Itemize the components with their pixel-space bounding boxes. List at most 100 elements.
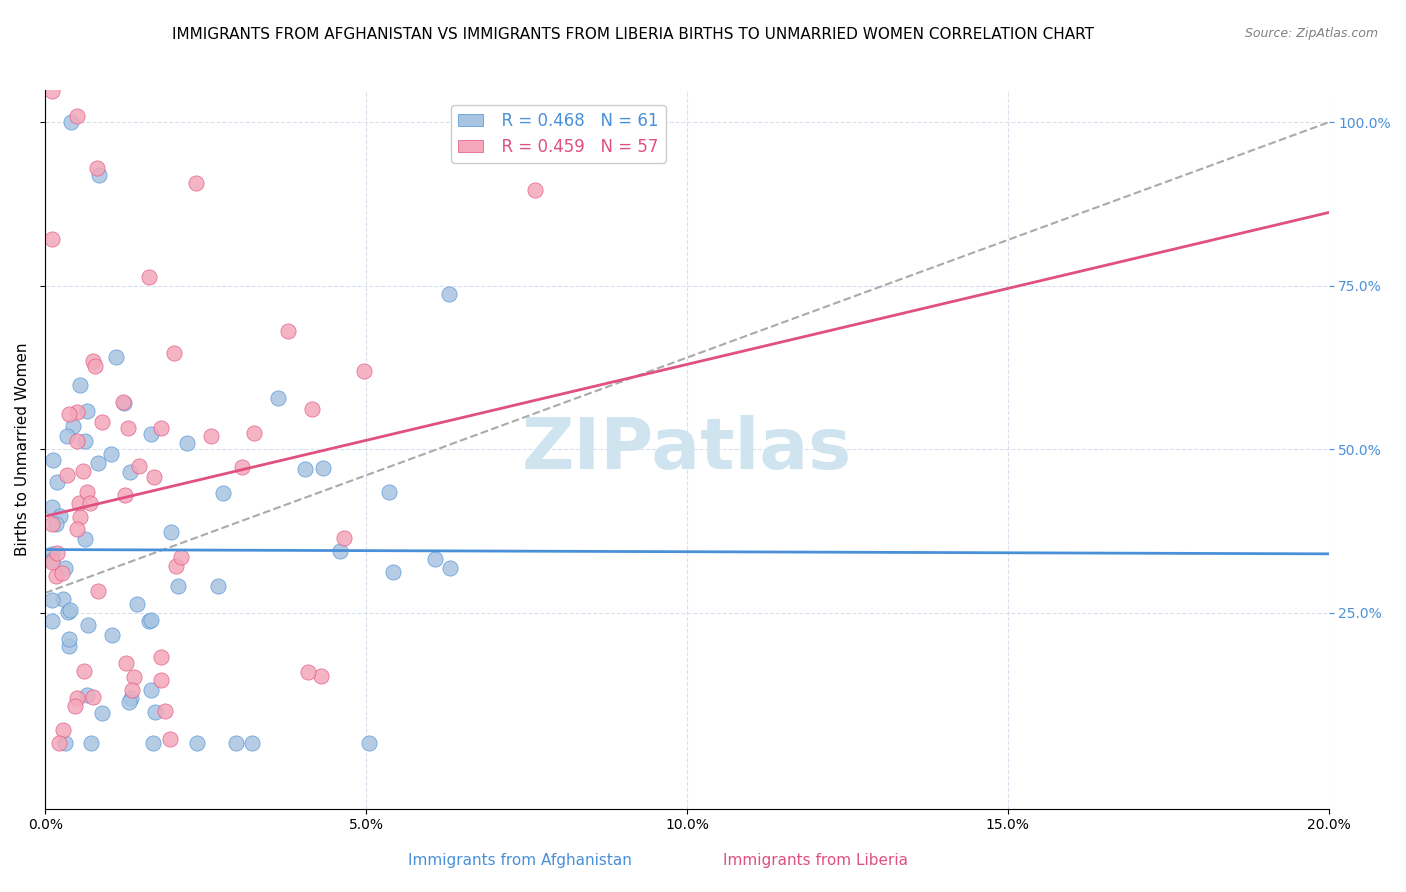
- Point: [142, 736, 165, 750]
- Point: [53, 561, 76, 575]
- Point: [56, 467, 79, 482]
- Point: [207, 579, 229, 593]
- Point: [59, 603, 82, 617]
- Point: [45, 569, 67, 583]
- Point: [45, 546, 67, 560]
- Point: [309, 669, 332, 683]
- Point: [138, 614, 160, 628]
- Point: [41, 232, 63, 246]
- Point: [90, 415, 112, 429]
- Point: [56, 429, 79, 443]
- Point: [115, 656, 138, 670]
- Point: [377, 485, 399, 500]
- Point: [66, 691, 89, 706]
- Point: [294, 462, 316, 476]
- Point: [82, 354, 104, 368]
- Point: [73, 532, 96, 546]
- Point: [58, 407, 80, 421]
- Point: [91, 706, 114, 720]
- Point: [200, 429, 222, 443]
- Point: [58, 605, 80, 619]
- Point: [353, 364, 375, 378]
- Point: [51, 566, 73, 581]
- Point: [141, 426, 163, 441]
- Point: [86, 161, 108, 175]
- Point: [73, 665, 96, 679]
- Point: [41, 547, 63, 561]
- Text: Immigrants from Liberia: Immigrants from Liberia: [723, 854, 908, 868]
- Point: [76, 403, 98, 417]
- Point: [58, 632, 80, 647]
- Point: [240, 736, 263, 750]
- Point: [83, 359, 105, 373]
- Point: [170, 550, 193, 565]
- Point: [82, 690, 104, 705]
- Point: [104, 350, 127, 364]
- Point: [53, 736, 76, 750]
- Point: [139, 683, 162, 698]
- Point: [423, 552, 446, 566]
- Point: [66, 522, 89, 536]
- Point: [153, 704, 176, 718]
- Point: [128, 459, 150, 474]
- Point: [333, 531, 356, 545]
- Point: [186, 736, 208, 750]
- Point: [524, 183, 547, 197]
- Point: [89, 168, 111, 182]
- Point: [111, 395, 134, 409]
- Point: [114, 488, 136, 502]
- Point: [297, 665, 319, 680]
- Point: [112, 396, 135, 410]
- Point: [66, 434, 89, 449]
- Point: [66, 109, 89, 123]
- Point: [41, 517, 63, 532]
- Point: [67, 496, 90, 510]
- Point: [122, 670, 145, 684]
- Point: [163, 346, 186, 360]
- Point: [45, 517, 67, 532]
- Point: [69, 378, 91, 392]
- Point: [65, 405, 87, 419]
- Point: [159, 732, 181, 747]
- Point: [329, 543, 352, 558]
- Point: [77, 618, 100, 632]
- Point: [48, 736, 70, 750]
- Point: [139, 613, 162, 627]
- Point: [101, 628, 124, 642]
- Text: ZIPatlas: ZIPatlas: [522, 415, 852, 483]
- Point: [41, 553, 63, 567]
- Point: [42, 453, 65, 467]
- Point: [138, 269, 160, 284]
- Point: [63, 698, 86, 713]
- Point: [437, 287, 460, 301]
- Point: [142, 470, 165, 484]
- Point: [167, 579, 190, 593]
- Point: [125, 597, 148, 611]
- Point: [143, 705, 166, 719]
- Point: [76, 688, 98, 702]
- Point: [87, 583, 110, 598]
- Point: [231, 459, 253, 474]
- Point: [120, 691, 142, 706]
- Point: [41, 614, 63, 628]
- Point: [46, 475, 69, 490]
- Point: [60, 115, 83, 129]
- Legend:   R = 0.468   N = 61,   R = 0.459   N = 57: R = 0.468 N = 61, R = 0.459 N = 57: [451, 105, 665, 163]
- Point: [117, 421, 139, 435]
- Point: [41, 500, 63, 514]
- Point: [52, 591, 75, 606]
- Point: [69, 510, 91, 524]
- Point: [439, 560, 461, 574]
- Point: [381, 565, 404, 579]
- Point: [76, 484, 98, 499]
- Text: Source: ZipAtlas.com: Source: ZipAtlas.com: [1244, 27, 1378, 40]
- Point: [41, 84, 63, 98]
- Point: [184, 176, 207, 190]
- Point: [62, 419, 84, 434]
- Point: [242, 426, 264, 441]
- Point: [301, 402, 323, 417]
- Point: [80, 736, 103, 750]
- Point: [41, 593, 63, 607]
- Point: [52, 723, 75, 738]
- Point: [150, 673, 173, 688]
